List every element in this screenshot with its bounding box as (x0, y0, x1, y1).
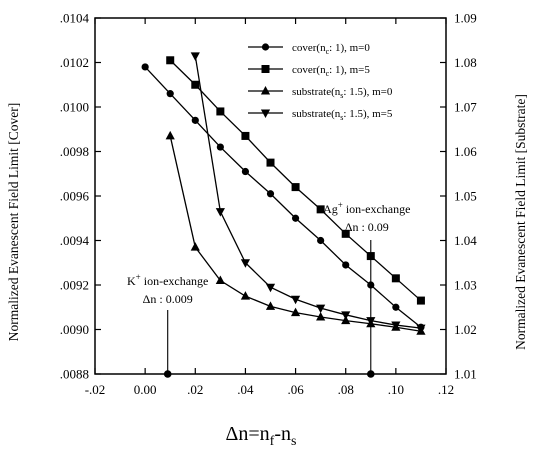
data-point-series-0 (342, 261, 350, 269)
x-tick-label: .06 (287, 382, 304, 397)
annotation-k-ion-line1: K+ ion-exchange (127, 272, 208, 288)
x-tick-label: .12 (438, 382, 454, 397)
y-left-tick-label: .0100 (60, 100, 89, 115)
data-point-series-0 (166, 90, 174, 98)
y-right-tick-label: 1.07 (454, 100, 477, 115)
data-point-series-3 (265, 283, 276, 293)
data-point-series-0 (216, 143, 224, 151)
data-point-series-3 (290, 295, 301, 305)
annotation-ag-ion: Ag+ ion-exchange Δn : 0.09 (323, 200, 410, 234)
data-point-series-2 (290, 307, 301, 317)
y-right-tick-label: 1.05 (454, 189, 477, 204)
data-point-series-1 (266, 158, 275, 167)
annotation-k-ion-line2: Δn : 0.009 (143, 292, 193, 306)
y-right-tick-label: 1.08 (454, 55, 477, 70)
series-group (141, 52, 426, 335)
plot-frame-group: -.02 0.00 .02 .04 .06 .08 .10 .12 .0104 .0102 .010… (60, 11, 478, 398)
x-tick-label: .02 (187, 382, 203, 397)
data-point-series-2 (165, 130, 175, 140)
annotation-ag-ion-line1: Ag+ ion-exchange (323, 200, 410, 216)
y-right-tick-label: 1.02 (454, 322, 477, 337)
data-point-series-3 (416, 324, 426, 334)
y-left-tick-label: .0098 (60, 144, 89, 159)
y-left-tick-label: .0088 (60, 367, 89, 382)
legend-label-cover-m5: cover(nc: 1), m=5 (292, 64, 370, 78)
data-point-series-0 (191, 116, 199, 124)
y-right-tick-label: 1.09 (454, 11, 477, 26)
legend-label-cover-m0: cover(nc: 1), m=0 (292, 42, 370, 56)
data-point-series-2 (341, 315, 351, 325)
legend-marker-0 (261, 43, 270, 51)
y-left-tick-label: .0104 (60, 11, 90, 26)
y-left-tick-label: .0102 (60, 55, 89, 70)
data-point-series-0 (291, 214, 300, 222)
legend-marker-1 (261, 65, 270, 73)
data-point-series-3 (391, 321, 401, 331)
data-point-series-1 (216, 107, 225, 116)
data-point-series-2 (265, 301, 276, 310)
x-tick-label: .08 (338, 382, 354, 397)
annotation-marker (163, 370, 172, 378)
annotation-k-ion: K+ ion-exchange Δn : 0.009 (127, 272, 208, 306)
data-point-series-2 (316, 312, 326, 321)
y-axis-label-left: Normalized Evanescent Field Limit [Cover… (6, 103, 21, 341)
data-point-series-1 (416, 296, 425, 305)
data-point-series-3 (316, 304, 326, 314)
annotation-marker (366, 370, 375, 378)
data-point-series-1 (341, 229, 350, 238)
x-tick-label: .04 (237, 382, 254, 397)
legend: cover(nc: 1), m=0 cover(nc: 1), m=5 subs… (248, 42, 393, 122)
legend-marker-3 (260, 109, 271, 118)
y-left-tick-label: .0090 (60, 322, 89, 337)
y-left-tick-label: .0096 (60, 189, 90, 204)
data-point-series-1 (391, 274, 400, 283)
data-point-series-0 (241, 167, 250, 176)
data-point-series-0 (317, 236, 325, 245)
data-point-series-3 (190, 52, 200, 61)
data-point-series-1 (291, 183, 300, 192)
data-point-series-0 (141, 63, 149, 71)
data-point-series-3 (341, 311, 351, 320)
legend-label-substrate-m0: substrate(ns: 1.5), m=0 (292, 86, 393, 100)
x-tick-label: -.02 (85, 382, 106, 397)
x-tick-label: .10 (388, 382, 404, 397)
data-point-series-3 (215, 208, 225, 217)
data-point-series-1 (241, 131, 250, 140)
data-point-series-1 (166, 56, 175, 65)
y-axis-label-right: Normalized Evanescent Field Limit [Subst… (513, 94, 528, 350)
y-right-tick-label: 1.06 (454, 144, 477, 159)
x-tick-label: 0.00 (134, 382, 157, 397)
y-left-tick-label: .0094 (60, 233, 90, 248)
data-point-series-1 (191, 80, 200, 89)
series-line-3 (194, 55, 422, 329)
annotations-group: K+ ion-exchange Δn : 0.009 Ag+ ion-excha… (127, 200, 410, 378)
legend-label-substrate-m5: substrate(ns: 1.5), m=5 (292, 108, 393, 122)
x-axis-label: Δn=nf-ns (226, 423, 297, 449)
data-point-series-1 (316, 205, 325, 214)
y-left-tick-label: .0092 (60, 278, 89, 293)
legend-marker-2 (260, 86, 271, 95)
data-point-series-0 (392, 303, 400, 311)
data-point-series-2 (190, 242, 200, 251)
data-point-series-3 (240, 259, 251, 268)
data-point-series-2 (215, 275, 225, 285)
y-right-tick-label: 1.03 (454, 278, 477, 293)
y-right-tick-label: 1.04 (454, 233, 477, 248)
y-right-tick-label: 1.01 (454, 367, 477, 382)
series-line-0 (144, 66, 422, 328)
data-point-series-0 (266, 190, 275, 198)
annotation-ag-ion-line2: Δn : 0.09 (345, 220, 389, 234)
data-point-series-2 (240, 291, 251, 300)
